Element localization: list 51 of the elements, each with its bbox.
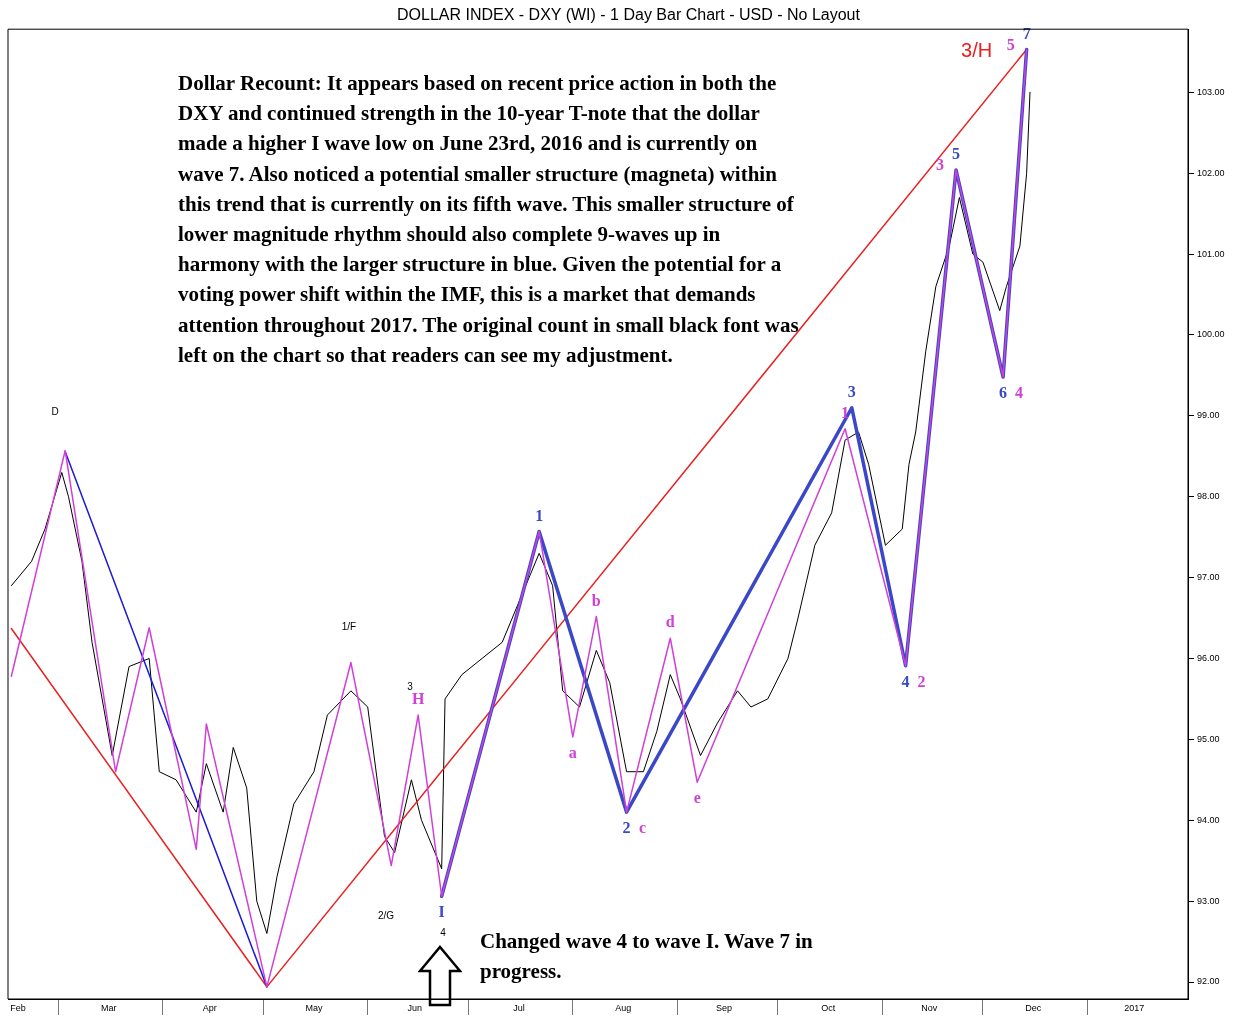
x-tick-label: May [305, 1002, 323, 1013]
x-tick-label: Dec [1025, 1002, 1042, 1013]
annotation: 1 [841, 403, 850, 421]
x-tick-label: Mar [101, 1002, 117, 1013]
y-tick-label: 97.00 [1197, 572, 1220, 583]
x-tick-label: Nov [921, 1002, 938, 1013]
annotation: 2/G [377, 909, 395, 921]
annotation: H [411, 690, 425, 708]
annotation: a [568, 744, 577, 762]
annotation: 5 [1006, 35, 1015, 53]
y-tick-label: 93.00 [1197, 895, 1220, 906]
annotation: 3/H [961, 38, 993, 61]
annotation: 6 [999, 384, 1008, 402]
x-tick-label: Oct [821, 1002, 836, 1013]
annotation: 2 [622, 819, 631, 837]
x-tick-label: 2017 [1124, 1002, 1145, 1013]
annotation: 3 [936, 156, 945, 174]
x-tick-label: Jun [407, 1002, 423, 1013]
annotation: 1 [535, 506, 544, 524]
annotation: 4 [440, 926, 447, 938]
annotation: D [51, 405, 59, 417]
chart-title: DOLLAR INDEX - DXY (WI) - 1 Day Bar Chart - USD - No Layout [397, 6, 861, 24]
x-tick-label: Aug [615, 1002, 632, 1013]
annotation: e [693, 789, 701, 807]
x-tick-label: Apr [202, 1002, 217, 1013]
x-tick-label: Feb [10, 1002, 26, 1013]
annotation: 5 [952, 145, 961, 163]
annotation: 4 [901, 672, 910, 690]
annotation: 3 [847, 382, 856, 400]
annotation: Changed wave 4 to wave I. Wave 7 in progress. [480, 928, 814, 986]
y-tick-label: 103.00 [1197, 86, 1225, 97]
annotation: 4 [1015, 384, 1024, 402]
text: Dollar Recount: It appears based on recent price action in both the DXY and continued strength in the 10-year T-note that the dollar made a higher I wave low on June 23rd, 2016 and is currently on wave 7. Also noticed a potential smaller structure (magneta) within this trend that is currently on its fifth wave. This smaller structure of lower magnitude rhythm should also complete 9-waves up in harmony with the larger structure in blue. Given the potential for a voting power shift within the IMF, this is a market that demands attention throughout 2017. The original count in small black font was left on the chart so that readers can see my adjustment. [178, 71, 799, 367]
annotation: 2 [917, 672, 926, 690]
x-tick-label: Jul [513, 1002, 525, 1013]
annotation: c [639, 819, 647, 837]
annotation: 1/F [341, 620, 357, 632]
y-tick-label: 101.00 [1197, 248, 1225, 259]
x-tick-label: Sep [716, 1002, 733, 1013]
annotation: d [665, 613, 675, 631]
annotation: b [591, 591, 601, 609]
annotation: I [438, 903, 445, 921]
annotation: 3 [407, 680, 414, 692]
y-tick-label: 98.00 [1197, 491, 1220, 502]
y-tick-label: 94.00 [1197, 814, 1220, 825]
y-tick-label: 95.00 [1197, 733, 1220, 744]
y-tick-label: 92.00 [1197, 976, 1220, 987]
y-tick-label: 96.00 [1197, 652, 1220, 663]
y-tick-label: 99.00 [1197, 410, 1220, 421]
y-tick-label: 100.00 [1197, 329, 1225, 340]
y-tick-label: 102.00 [1197, 167, 1225, 178]
